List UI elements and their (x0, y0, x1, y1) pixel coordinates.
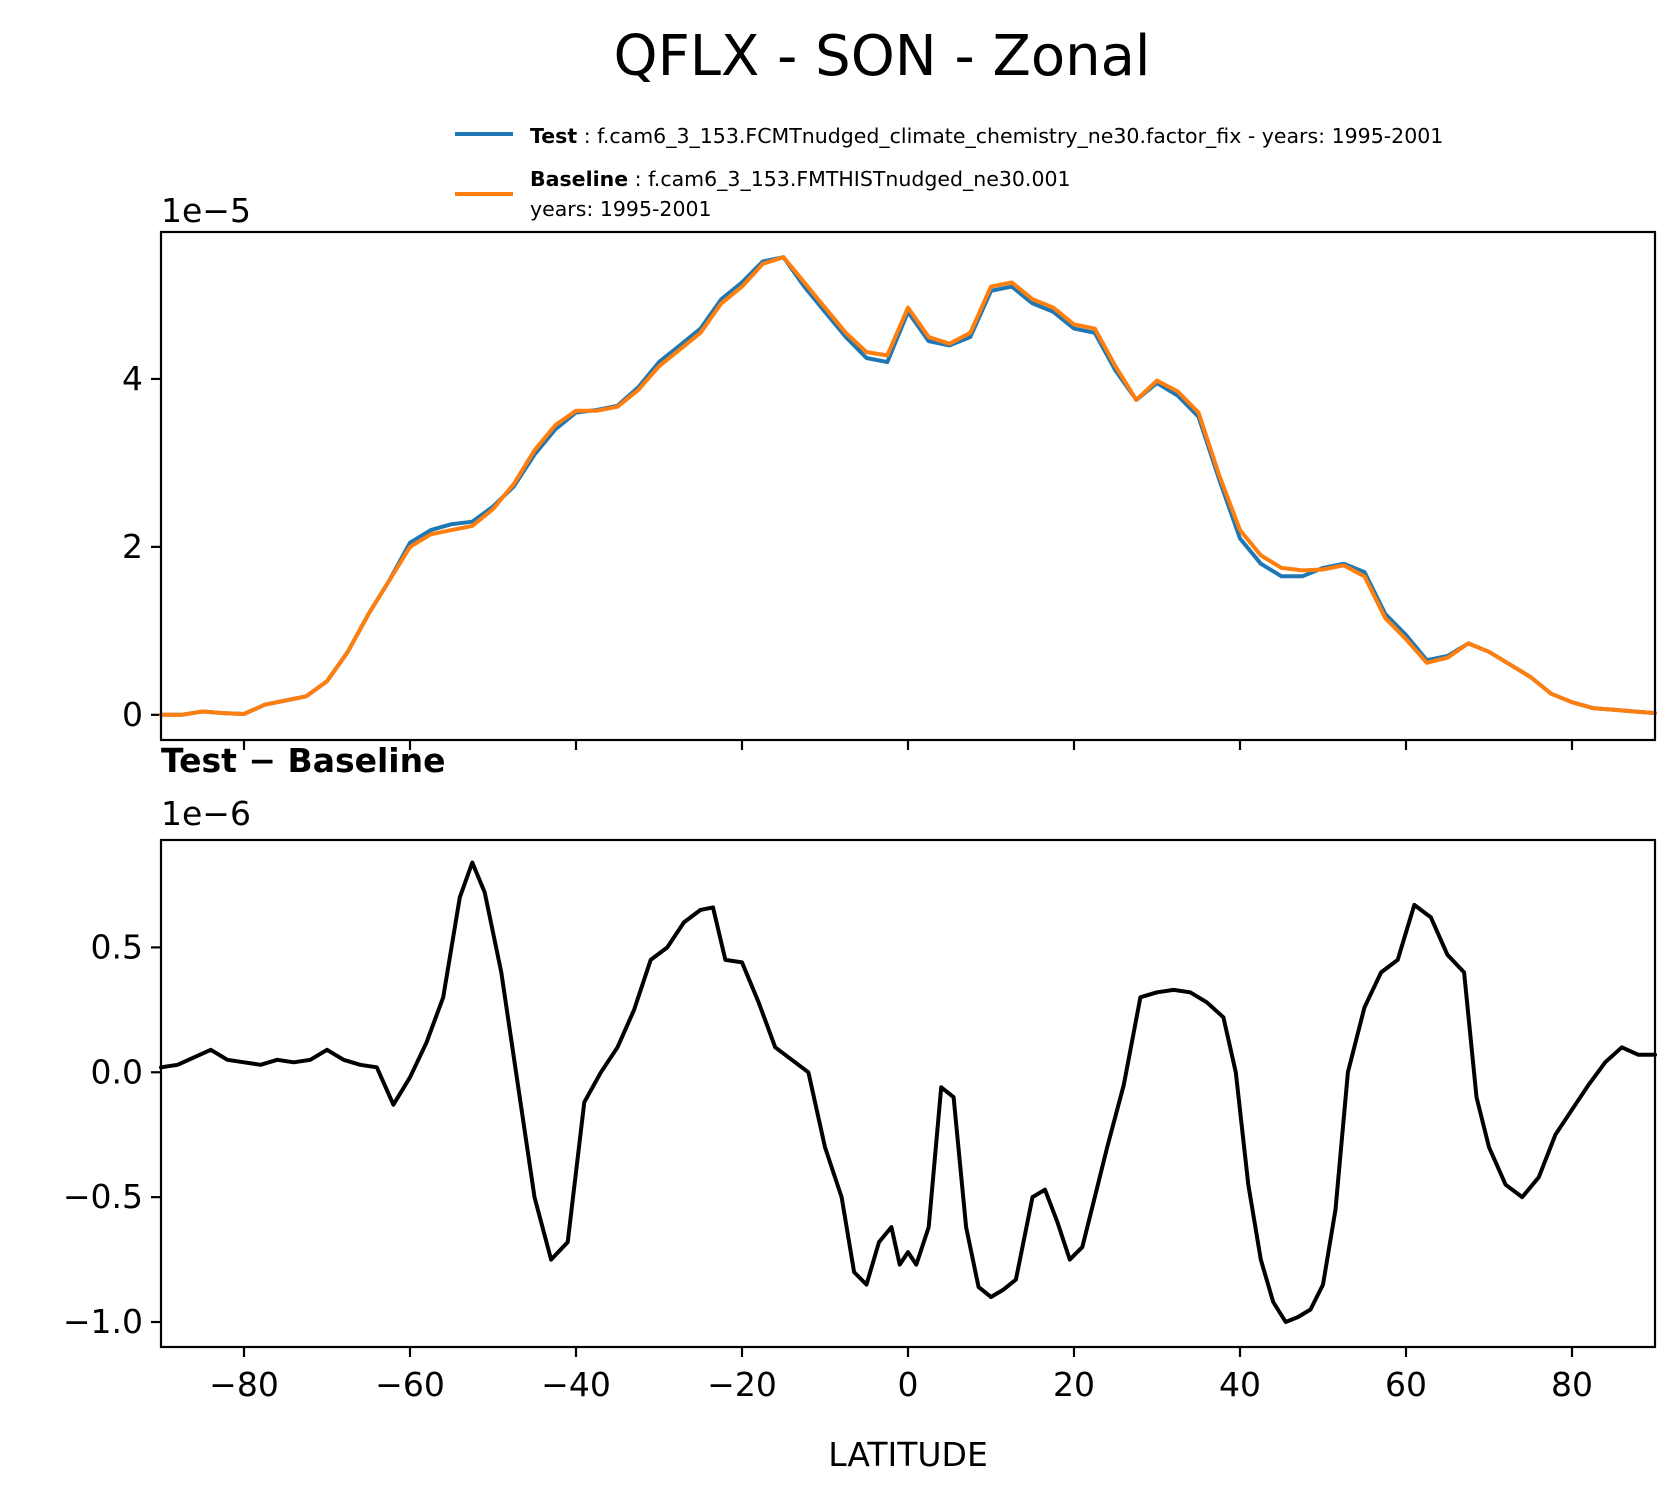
legend-sep-baseline: : (628, 167, 648, 191)
bottom-xtick-label: −80 (209, 1365, 279, 1404)
legend-text-baseline-years: years: 1995-2001 (530, 197, 712, 221)
legend-entry-baseline: Baseline : f.cam6_3_153.FMTHISTnudged_ne… (530, 167, 1071, 192)
bottom-ytick-label: 0.0 (91, 1052, 143, 1091)
legend-key-baseline: Baseline (530, 167, 628, 191)
legend: Test : f.cam6_3_153.FCMTnudged_climate_c… (455, 124, 1443, 221)
top-ytick-label: 4 (122, 359, 143, 398)
bottom-ytick-label: −1.0 (63, 1302, 143, 1341)
bottom-series-line-test-baseline (159, 860, 1657, 1324)
bottom-offset-label: 1e−6 (161, 794, 251, 833)
bottom-axes-frame (159, 838, 1657, 1349)
top-lines (159, 255, 1657, 717)
top-ytick-label: 0 (122, 695, 143, 734)
legend-entry-test: Test : f.cam6_3_153.FCMTnudged_climate_c… (530, 124, 1443, 149)
x-axis-label: LATITUDE (828, 1435, 988, 1474)
top-xticks (242, 740, 1574, 750)
bottom-xtick-label: 0 (898, 1365, 919, 1404)
bottom-xticks: −80 −60 −40 −20 0 20 40 60 80 (209, 1347, 1593, 1404)
top-offset-label: 1e−5 (161, 191, 251, 230)
bottom-xtick-label: −60 (375, 1365, 445, 1404)
top-ytick-label: 2 (122, 527, 143, 566)
bottom-xtick-label: 80 (1551, 1365, 1593, 1404)
bottom-lines (159, 860, 1657, 1324)
top-series-line-test (159, 255, 1657, 717)
bottom-yticks: −1.0 −0.5 0.0 0.5 (63, 927, 161, 1341)
top-series-line-baseline (159, 255, 1657, 717)
bottom-panel: Test − Baseline 1e−6 −1.0−0.50.00.5 −80−… (63, 741, 1657, 1474)
legend-text-test: f.cam6_3_153.FCMTnudged_climate_chemistr… (597, 124, 1443, 149)
bottom-ytick-label: −0.5 (63, 1177, 143, 1216)
bottom-xtick-label: 60 (1385, 1365, 1427, 1404)
legend-text-baseline: f.cam6_3_153.FMTHISTnudged_ne30.001 (648, 167, 1071, 192)
bottom-xtick-label: 20 (1053, 1365, 1095, 1404)
bottom-xtick-label: −40 (541, 1365, 611, 1404)
bottom-ytick-label: 0.5 (91, 927, 143, 966)
figure-title: QFLX - SON - Zonal (614, 24, 1151, 89)
bottom-xtick-label: −20 (707, 1365, 777, 1404)
top-panel: 1e−5 0 2 4 (122, 191, 1657, 750)
bottom-xtick-label: 40 (1219, 1365, 1261, 1404)
top-yticks: 0 2 4 (122, 359, 161, 734)
bottom-panel-title: Test − Baseline (161, 741, 446, 780)
legend-sep-test: : (577, 124, 597, 148)
legend-key-test: Test (530, 124, 577, 148)
top-axes-frame (159, 230, 1657, 742)
